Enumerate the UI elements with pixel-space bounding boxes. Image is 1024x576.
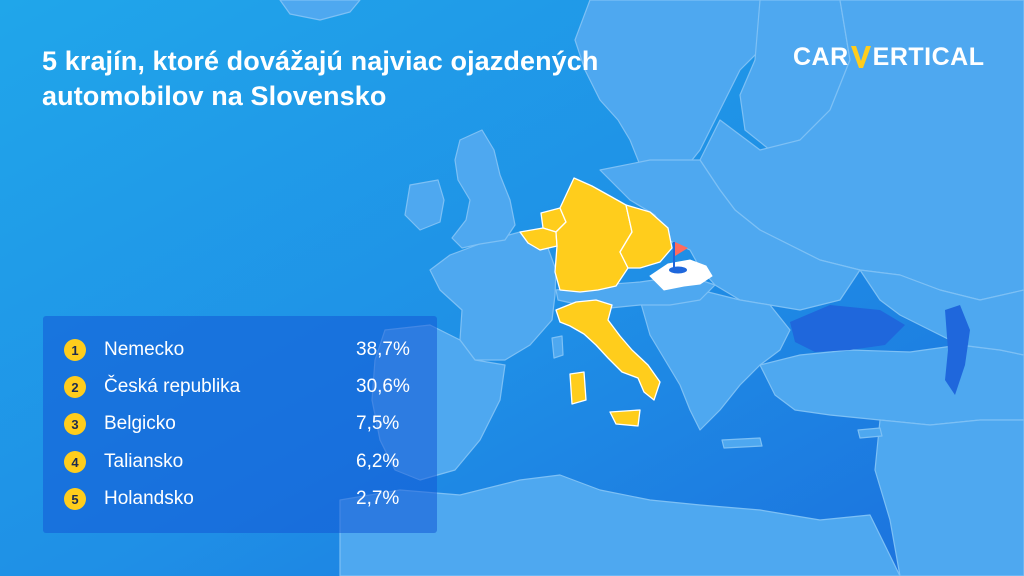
ranking-row: 1 Nemecko 38,7% <box>43 335 437 365</box>
land-great-britain <box>451 129 516 249</box>
country-taliansko-sardinia <box>569 371 587 405</box>
country-name: Taliansko <box>104 451 184 472</box>
ranking-row: 5 Holandsko 2,7% <box>43 484 437 514</box>
highlighted-countries <box>519 177 673 427</box>
black-sea <box>790 305 905 352</box>
ranking-row: 3 Belgicko 7,5% <box>43 409 437 439</box>
land-middle-east <box>859 269 1024 356</box>
land-cyprus <box>857 427 883 439</box>
land-ireland <box>404 179 445 231</box>
carvertical-logo: CAR ERTICAL <box>793 40 985 74</box>
rank-badge: 3 <box>64 413 86 435</box>
ranking-row: 4 Taliansko 6,2% <box>43 447 437 477</box>
rank-badge: 1 <box>64 339 86 361</box>
rank-badge: 5 <box>64 488 86 510</box>
country-share: 6,2% <box>356 451 400 472</box>
country-share: 7,5% <box>356 413 400 434</box>
rank-badge: 4 <box>64 451 86 473</box>
country-ceska-republika <box>619 204 673 269</box>
country-share: 2,7% <box>356 488 400 509</box>
flag-pin-icon <box>669 242 688 274</box>
logo-text-right: ERTICAL <box>872 42 985 71</box>
country-taliansko <box>555 299 661 401</box>
land-iceland <box>279 0 361 21</box>
country-name: Nemecko <box>104 339 185 360</box>
rank-badge: 2 <box>64 376 86 398</box>
country-taliansko-sicily <box>609 409 641 427</box>
country-name: Česká republika <box>104 376 241 397</box>
page-title: 5 krajín, ktoré dovážajú najviac ojazden… <box>42 44 742 114</box>
logo-text-left: CAR <box>793 42 849 71</box>
country-nemecko <box>554 177 633 293</box>
country-name: Holandsko <box>104 488 194 509</box>
country-slovensko <box>649 259 713 291</box>
land-north-africa <box>339 474 901 576</box>
dark-seas <box>790 305 970 395</box>
country-share: 30,6% <box>356 376 410 397</box>
land-central-east <box>599 159 861 311</box>
title-line-1: 5 krajín, ktoré dovážajú najviac ojazden… <box>42 46 599 76</box>
land-balkans <box>639 289 791 431</box>
logo-v-mark <box>850 46 871 68</box>
ranking-row: 2 Česká republika 30,6% <box>43 372 437 402</box>
caspian-sea <box>945 305 970 395</box>
ranking-panel: 1 Nemecko 38,7% 2 Česká republika 30,6% … <box>43 316 437 533</box>
land-corsica <box>551 335 564 359</box>
title-line-2: automobilov na Slovensko <box>42 81 387 111</box>
country-name: Belgicko <box>104 413 176 434</box>
country-share: 38,7% <box>356 339 410 360</box>
land-levant <box>874 419 1024 576</box>
land-crete <box>721 437 763 449</box>
